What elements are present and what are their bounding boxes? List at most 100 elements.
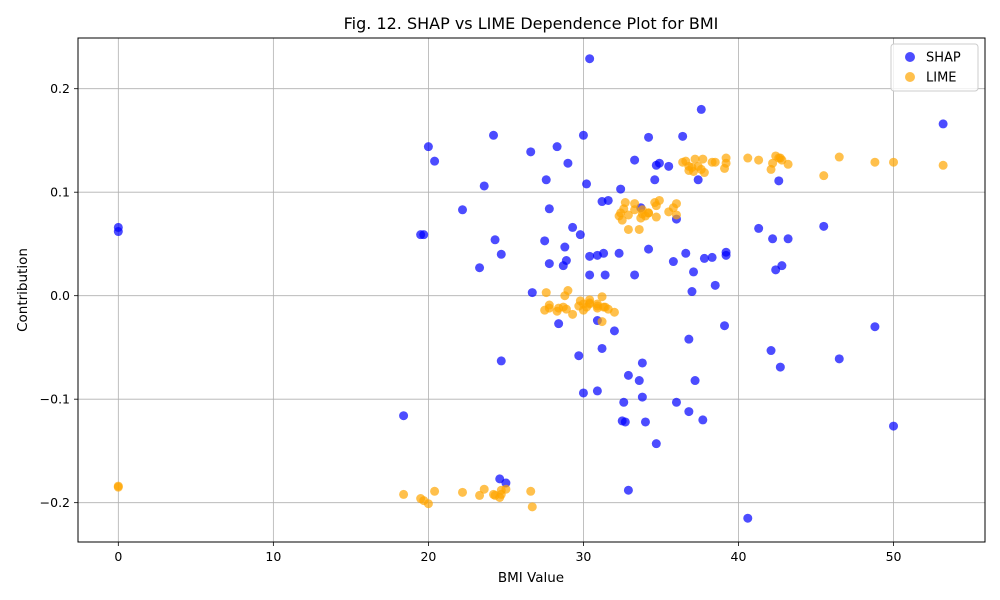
data-point-shap: [541, 175, 551, 185]
data-point-lime: [479, 484, 489, 494]
data-point-shap: [766, 346, 776, 356]
data-point-lime: [630, 205, 640, 215]
data-point-lime: [475, 490, 485, 500]
legend-label-lime: LIME: [926, 71, 957, 86]
data-point-shap: [526, 147, 536, 157]
data-point-shap: [743, 513, 753, 523]
data-point-shap: [585, 270, 595, 280]
series-lime: [113, 151, 948, 512]
data-point-shap: [690, 376, 700, 386]
x-tick-label: 20: [420, 549, 436, 564]
data-point-shap: [650, 175, 660, 185]
x-tick-label: 40: [731, 549, 747, 564]
data-point-shap: [654, 158, 664, 168]
data-point-shap: [540, 236, 550, 246]
data-point-shap: [775, 362, 785, 372]
data-point-shap: [597, 343, 607, 353]
chart-title: Fig. 12. SHAP vs LIME Dependence Plot fo…: [344, 14, 719, 33]
data-point-shap: [630, 270, 640, 280]
data-point-shap: [609, 326, 619, 336]
data-point-shap: [113, 227, 123, 237]
data-point-shap: [561, 256, 571, 266]
data-point-lime: [113, 482, 123, 492]
data-point-shap: [458, 205, 468, 215]
data-point-shap: [707, 252, 717, 262]
data-point-lime: [630, 199, 640, 209]
data-point-lime: [834, 152, 844, 162]
data-point-shap: [490, 235, 500, 245]
data-point-shap: [644, 132, 654, 142]
data-point-shap: [696, 104, 706, 114]
data-point-shap: [496, 356, 506, 366]
data-point-lime: [651, 212, 661, 222]
data-point-shap: [585, 54, 595, 64]
data-point-shap: [687, 287, 697, 297]
data-point-shap: [698, 415, 708, 425]
data-point-shap: [783, 234, 793, 244]
data-point-shap: [834, 354, 844, 364]
data-point-lime: [526, 486, 536, 496]
data-point-lime: [768, 158, 778, 168]
data-point-lime: [721, 153, 731, 163]
data-point-lime: [743, 153, 753, 163]
data-point-shap: [600, 270, 610, 280]
data-point-shap: [544, 204, 554, 214]
data-point-shap: [620, 417, 630, 427]
data-point-lime: [699, 168, 709, 178]
data-point-lime: [783, 159, 793, 169]
data-point-shap: [599, 248, 609, 258]
data-point-shap: [578, 130, 588, 140]
y-axis-label: Contribution: [15, 248, 31, 332]
data-point-shap: [592, 386, 602, 396]
data-point-shap: [637, 358, 647, 368]
data-point-lime: [585, 298, 595, 308]
data-point-shap: [563, 158, 573, 168]
data-point-lime: [671, 199, 681, 209]
y-tick-label: 0.2: [50, 81, 70, 96]
data-point-lime: [938, 160, 948, 170]
data-point-shap: [544, 259, 554, 269]
data-point-shap: [774, 176, 784, 186]
data-point-lime: [671, 210, 681, 220]
data-point-shap: [681, 248, 691, 258]
data-point-lime: [617, 215, 627, 225]
scatter-points: [113, 54, 948, 523]
data-point-shap: [479, 181, 489, 191]
data-point-shap: [671, 397, 681, 407]
data-point-shap: [614, 248, 624, 258]
data-point-shap: [640, 417, 650, 427]
data-point-shap: [419, 230, 429, 240]
series-shap: [113, 54, 948, 523]
data-point-shap: [754, 223, 764, 233]
data-point-lime: [399, 489, 409, 499]
data-point-lime: [563, 286, 573, 296]
legend-marker-shap: [905, 52, 915, 62]
data-point-shap: [501, 478, 511, 488]
data-point-lime: [623, 224, 633, 234]
data-point-lime: [609, 307, 619, 317]
data-point-shap: [623, 370, 633, 380]
data-point-shap: [684, 407, 694, 417]
data-point-lime: [561, 304, 571, 314]
data-point-lime: [634, 224, 644, 234]
data-point-shap: [651, 439, 661, 449]
data-point-lime: [644, 208, 654, 218]
data-point-lime: [544, 303, 554, 313]
y-tick-label: 0.0: [50, 288, 70, 303]
data-point-shap: [634, 376, 644, 386]
legend: SHAP LIME: [890, 43, 979, 92]
data-point-shap: [819, 221, 829, 231]
data-point-lime: [654, 195, 664, 205]
data-point-lime: [698, 154, 708, 164]
x-tick-label: 30: [575, 549, 591, 564]
x-axis-label: BMI Value: [498, 570, 564, 586]
data-point-shap: [689, 267, 699, 277]
data-point-shap: [720, 321, 730, 331]
data-point-shap: [777, 261, 787, 271]
data-point-shap: [568, 222, 578, 232]
data-point-shap: [710, 280, 720, 290]
data-point-lime: [430, 486, 440, 496]
data-point-lime: [870, 157, 880, 167]
